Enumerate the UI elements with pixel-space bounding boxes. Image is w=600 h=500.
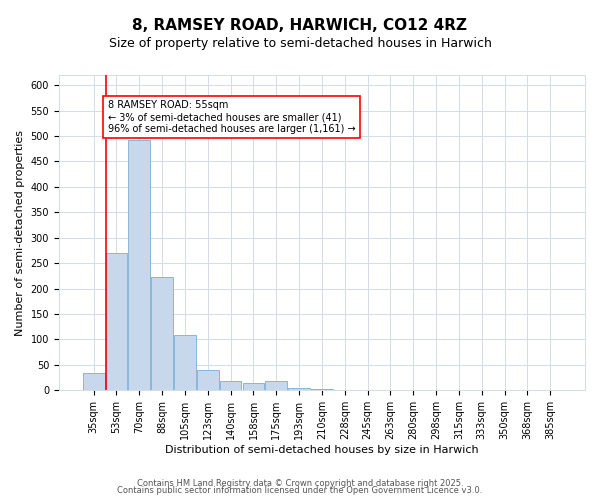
Bar — [220, 381, 241, 390]
Text: Contains HM Land Registry data © Crown copyright and database right 2025.: Contains HM Land Registry data © Crown c… — [137, 478, 463, 488]
Text: 8, RAMSEY ROAD, HARWICH, CO12 4RZ: 8, RAMSEY ROAD, HARWICH, CO12 4RZ — [133, 18, 467, 32]
Bar — [83, 372, 104, 390]
Bar — [288, 388, 310, 390]
X-axis label: Distribution of semi-detached houses by size in Harwich: Distribution of semi-detached houses by … — [165, 445, 479, 455]
Text: Size of property relative to semi-detached houses in Harwich: Size of property relative to semi-detach… — [109, 38, 491, 51]
Text: 8 RAMSEY ROAD: 55sqm
← 3% of semi-detached houses are smaller (41)
96% of semi-d: 8 RAMSEY ROAD: 55sqm ← 3% of semi-detach… — [108, 100, 356, 134]
Bar — [174, 335, 196, 390]
Bar — [265, 381, 287, 390]
Bar — [106, 253, 127, 390]
Bar — [197, 370, 218, 390]
Text: Contains public sector information licensed under the Open Government Licence v3: Contains public sector information licen… — [118, 486, 482, 495]
Bar — [242, 382, 265, 390]
Bar — [128, 140, 150, 390]
Y-axis label: Number of semi-detached properties: Number of semi-detached properties — [15, 130, 25, 336]
Bar — [151, 277, 173, 390]
